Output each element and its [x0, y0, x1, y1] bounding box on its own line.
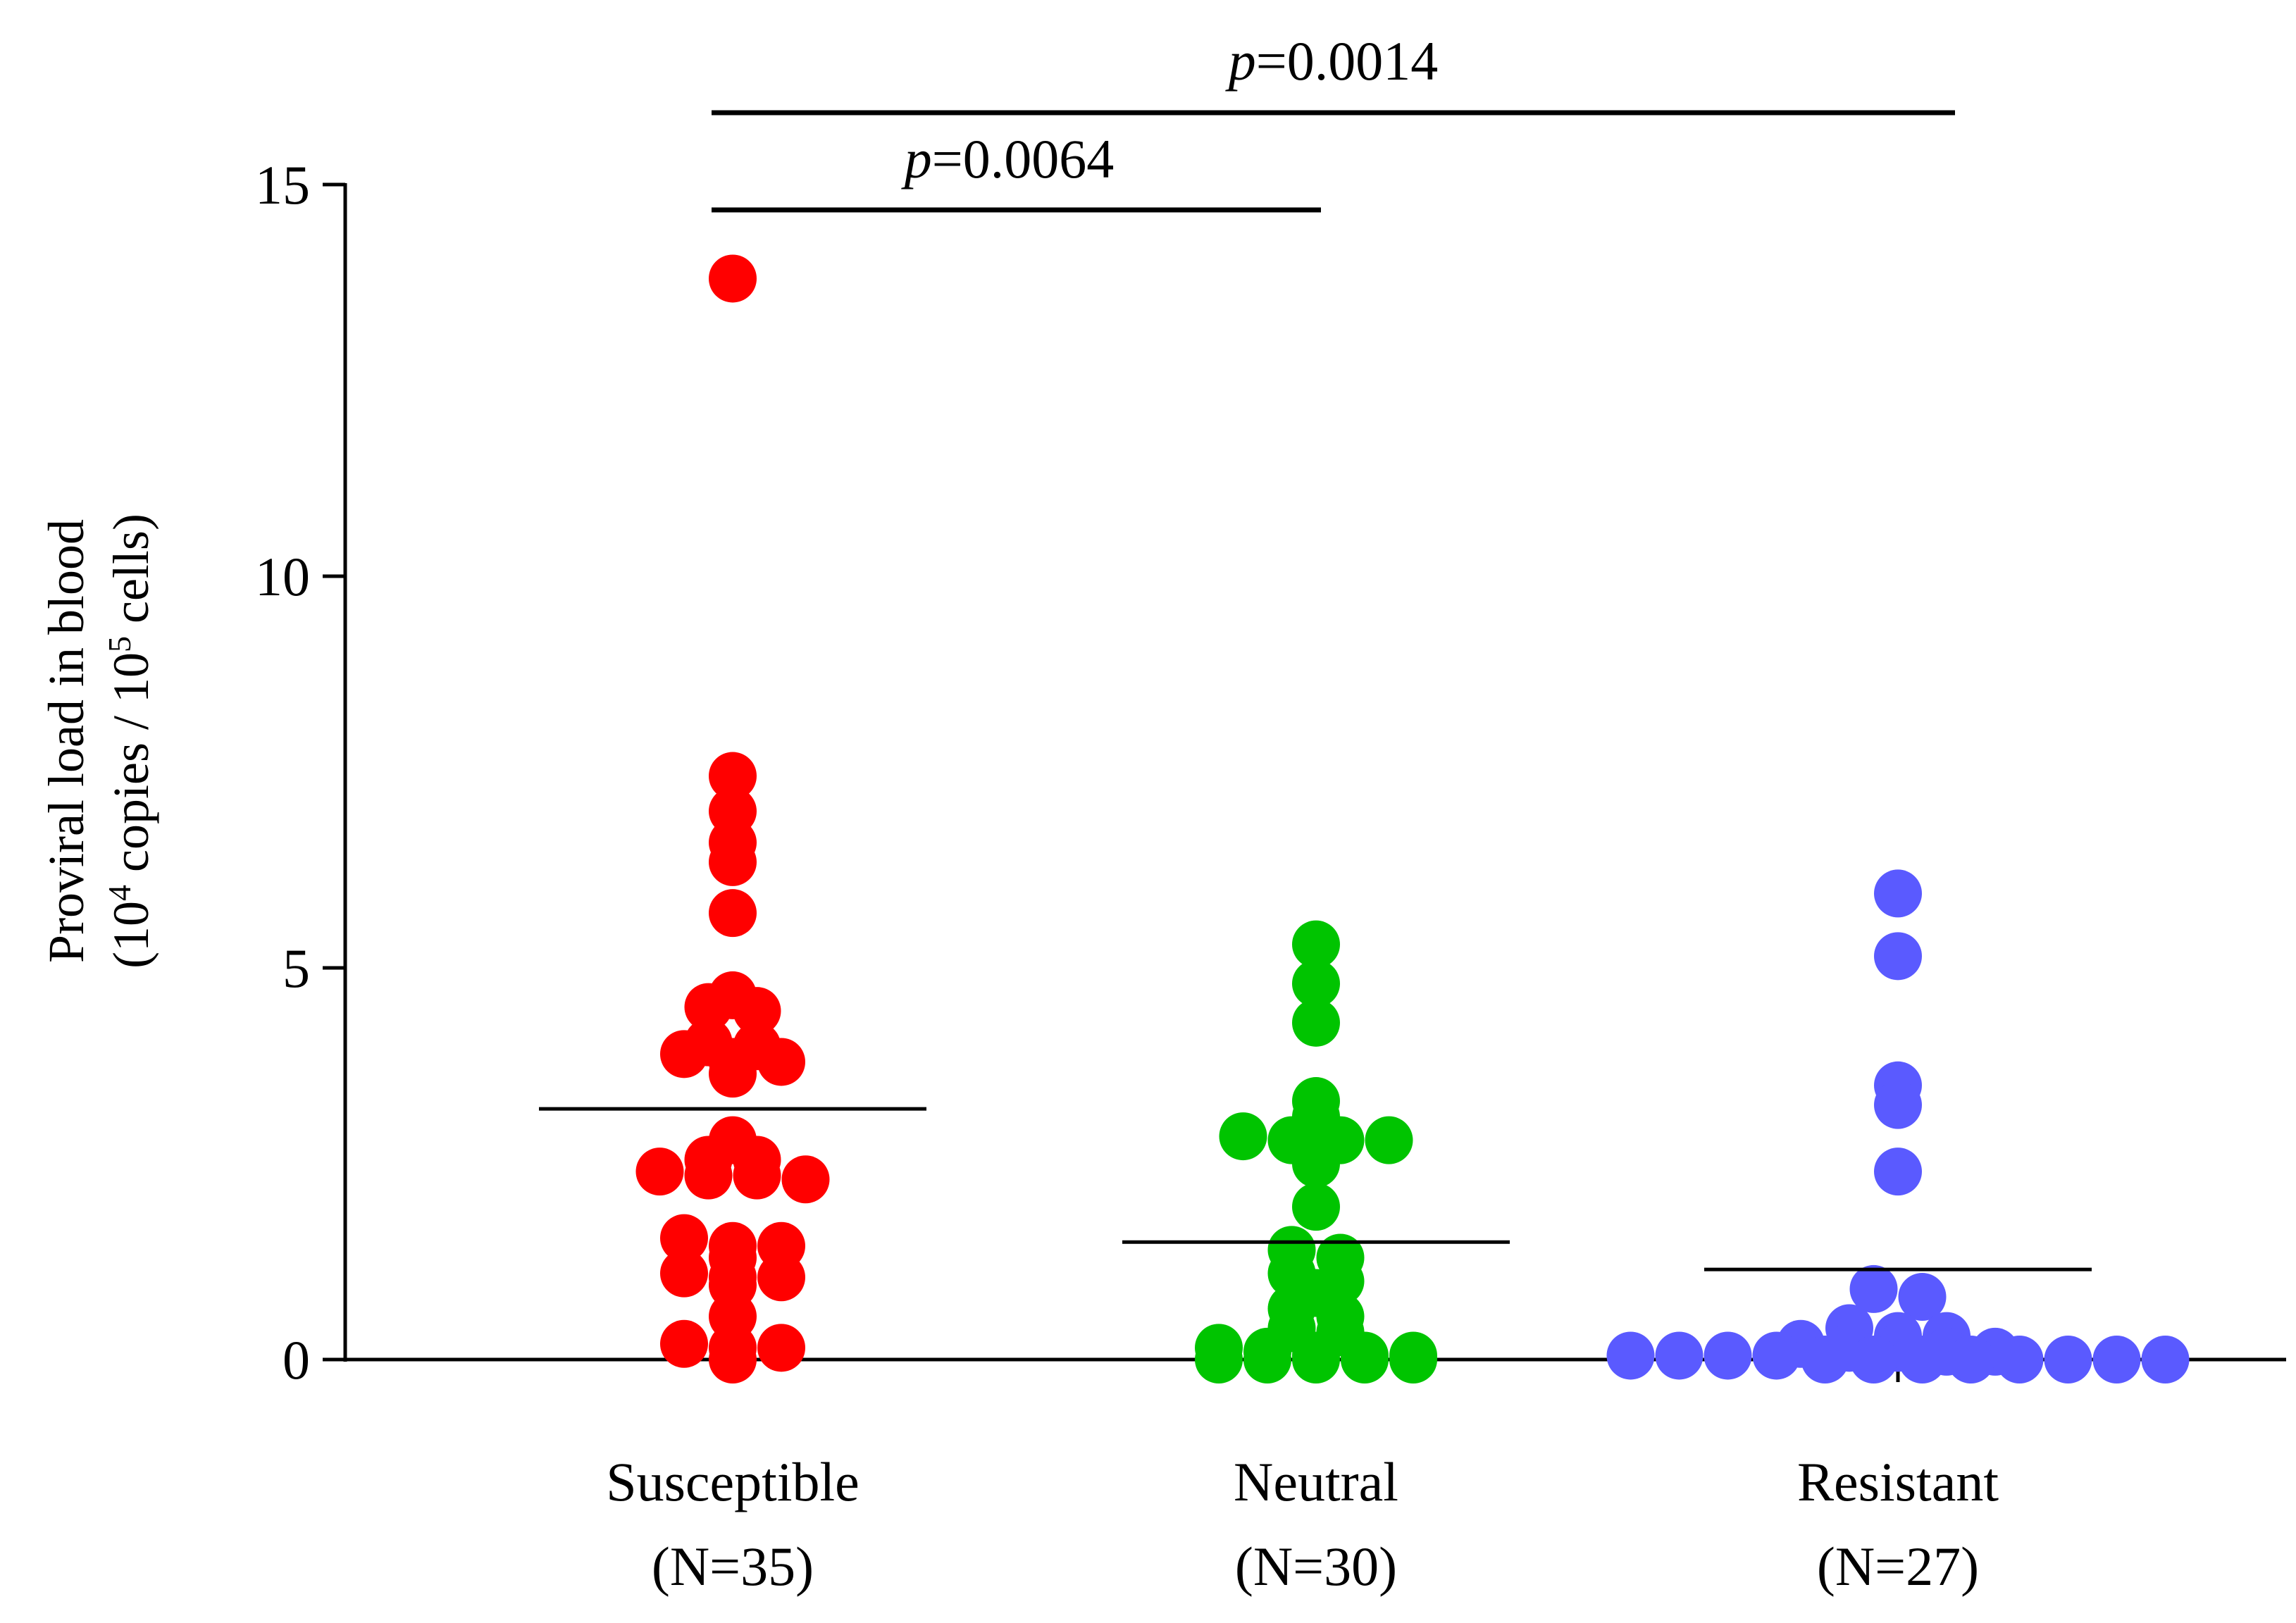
y-tick-label: 5 [283, 938, 310, 999]
data-point-neutral [1292, 998, 1340, 1047]
y-axis-label: Proviral load in blood (104 copies / 105… [38, 514, 159, 969]
category-label-neutral: Neutral [1234, 1451, 1398, 1512]
data-point-resistant [2141, 1336, 2190, 1383]
p-symbol: p [1225, 30, 1256, 92]
y-tick-label: 0 [283, 1329, 310, 1391]
data-point-neutral [1243, 1336, 1291, 1383]
mean-lines [539, 1107, 2092, 1271]
category-label-susceptible: Susceptible [606, 1451, 860, 1512]
data-point-susceptible [709, 838, 757, 886]
data-point-resistant [1655, 1331, 1704, 1380]
data-point-susceptible [757, 1038, 805, 1086]
y-axis-label-part-c: cells) [103, 514, 159, 636]
data-point-neutral [1365, 1116, 1413, 1164]
data-point-resistant [1874, 932, 1922, 981]
data-point-neutral [1292, 959, 1340, 1008]
data-point-susceptible [709, 752, 757, 800]
data-point-resistant [1801, 1336, 1849, 1383]
data-point-resistant [1898, 1336, 1947, 1383]
p-value-label: p=0.0014 [1225, 30, 1439, 92]
data-point-neutral [1292, 1336, 1340, 1383]
data-point-neutral [1292, 1140, 1340, 1188]
data-point-susceptible [709, 889, 757, 938]
data-point-resistant [1704, 1331, 1752, 1380]
data-point-neutral [1219, 1112, 1267, 1161]
y-tick-label: 10 [255, 546, 310, 607]
data-point-resistant [1874, 869, 1922, 918]
axes: 0 5 10 15 [255, 154, 2286, 1391]
data-point-resistant [1995, 1336, 2044, 1383]
y-axis-label-sup-a: 4 [101, 885, 137, 901]
p-value: =0.0064 [932, 128, 1115, 189]
data-point-resistant [1849, 1264, 1898, 1313]
data-point-resistant [1898, 1273, 1947, 1322]
data-point-susceptible [684, 1151, 733, 1200]
y-tick-label: 15 [255, 154, 310, 216]
data-point-resistant [1874, 1148, 1922, 1196]
data-point-susceptible [733, 987, 781, 1036]
p-value-label: p=0.0064 [901, 128, 1115, 189]
data-point-susceptible [660, 1214, 708, 1262]
category-n-label-resistant: (N=27) [1817, 1536, 1979, 1597]
data-point-resistant [1849, 1336, 1898, 1383]
data-point-resistant [1874, 1081, 1922, 1129]
data-point-neutral [1195, 1336, 1243, 1383]
category-n-label-susceptible: (N=35) [652, 1536, 814, 1597]
data-point-susceptible [660, 1319, 708, 1368]
data-point-neutral [1341, 1336, 1389, 1383]
data-point-susceptible [684, 983, 733, 1031]
y-axis-label-line2: (104 copies / 105 cells) [101, 514, 160, 969]
y-axis-label-line1: Proviral load in blood [38, 519, 94, 963]
data-point-resistant [1752, 1331, 1801, 1380]
p-symbol: p [901, 128, 932, 189]
data-point-susceptible [635, 1148, 684, 1196]
data-point-susceptible [709, 1050, 757, 1098]
data-point-susceptible [660, 1030, 708, 1078]
y-axis-label-part-a: (10 [103, 901, 159, 969]
data-point-susceptible [660, 1249, 708, 1298]
data-point-resistant [1947, 1336, 1995, 1383]
data-point-neutral [1292, 1183, 1340, 1231]
data-point-neutral [1389, 1336, 1437, 1383]
data-point-susceptible [757, 1324, 805, 1372]
data-point-susceptible [733, 1151, 781, 1200]
data-point-resistant [1606, 1331, 1655, 1380]
data-point-resistant [2092, 1336, 2141, 1383]
data-point-resistant [2044, 1336, 2092, 1383]
data-point-susceptible [709, 254, 757, 303]
category-n-label-neutral: (N=30) [1235, 1536, 1397, 1597]
y-axis-label-part-b: copies / 10 [103, 652, 159, 885]
category-label-resistant: Resistant [1797, 1451, 1999, 1512]
data-point-neutral [1292, 920, 1340, 969]
data-point-susceptible [781, 1155, 830, 1204]
category-labels: Susceptible (N=35) Neutral (N=30) Resistant (… [606, 1451, 1999, 1597]
p-value: =0.0014 [1256, 30, 1439, 92]
y-axis-label-sup-b: 5 [101, 636, 137, 652]
data-point-susceptible [709, 1336, 757, 1383]
data-points [635, 254, 2190, 1383]
data-point-susceptible [757, 1253, 805, 1302]
